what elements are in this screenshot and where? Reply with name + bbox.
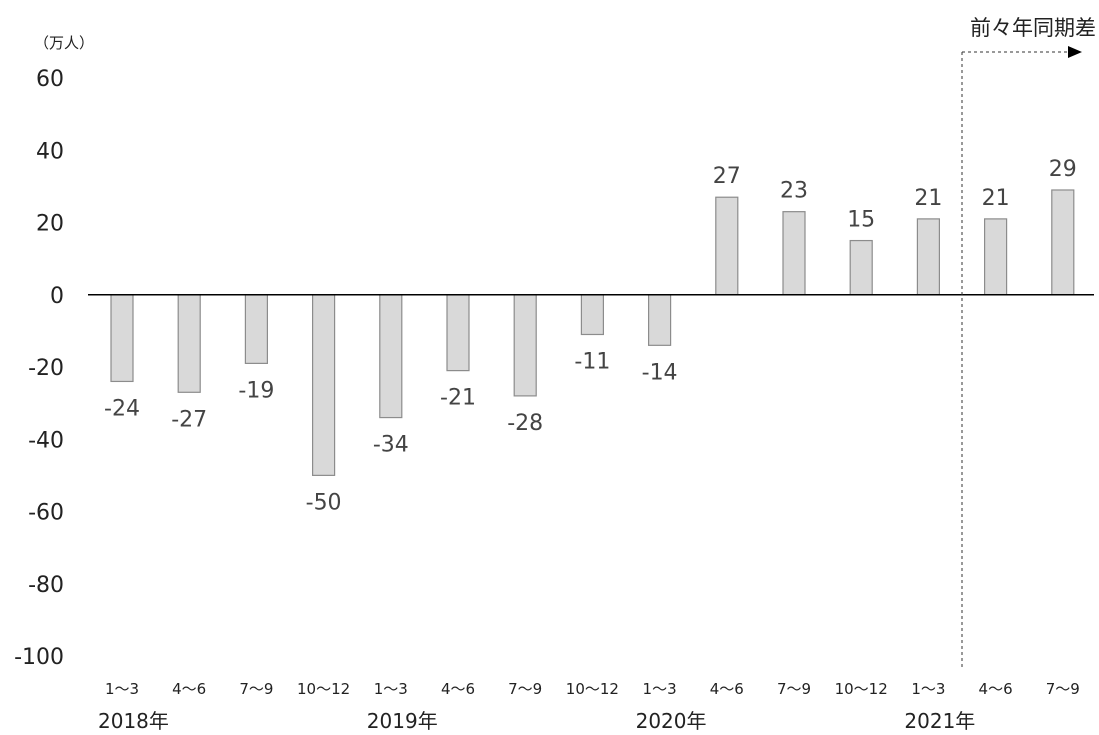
x-year-label: 2019年 [367, 709, 438, 733]
y-tick-label: -40 [28, 428, 64, 453]
x-year-label: 2018年 [98, 709, 169, 733]
x-axis-categories: 1～3 4～6 7～9 10～12 1～3 4～6 7～9 10～12 1～3 4～6 7～9 10～… [105, 680, 1080, 698]
annotation-arrow [962, 46, 1082, 58]
x-category-label: 1～3 [643, 680, 677, 698]
x-category-label: 7～9 [1046, 680, 1080, 698]
bar [177, 294, 201, 393]
x-category-label: 4～6 [172, 680, 206, 698]
bar [782, 211, 806, 296]
x-category-label: 1～3 [105, 680, 139, 698]
y-tick-label: 40 [36, 139, 64, 164]
x-year-label: 2020年 [636, 709, 707, 733]
x-category-label: 10～12 [297, 680, 350, 698]
data-label: -50 [306, 490, 342, 515]
data-label: -34 [373, 433, 409, 458]
bar [715, 196, 739, 296]
bar [379, 294, 403, 419]
x-category-label: 7～9 [239, 680, 273, 698]
bar [513, 294, 537, 397]
x-category-label: 1～3 [911, 680, 945, 698]
x-category-label: 4～6 [710, 680, 744, 698]
data-label: -28 [507, 411, 543, 436]
x-category-label: 7～9 [777, 680, 811, 698]
x-axis-years: 2018年 2019年 2020年 2021年 [98, 709, 975, 733]
data-label: 29 [1049, 157, 1077, 182]
x-category-label: 10～12 [566, 680, 619, 698]
data-label: 23 [780, 179, 808, 204]
x-category-label: 4～6 [979, 680, 1013, 698]
bar [1051, 189, 1075, 296]
annotation-arrowhead [1068, 46, 1082, 58]
y-tick-label: -60 [28, 501, 64, 526]
bar [110, 294, 134, 383]
y-tick-label: -100 [14, 645, 64, 670]
x-year-label: 2021年 [904, 709, 975, 733]
data-label: -27 [171, 407, 207, 432]
data-label: 21 [914, 186, 942, 211]
bars [110, 189, 1075, 476]
y-tick-label: -20 [28, 356, 64, 381]
bar [446, 294, 470, 372]
x-category-label: 10～12 [835, 680, 888, 698]
data-label: -24 [104, 396, 140, 421]
bar [916, 218, 941, 296]
data-label: -11 [574, 349, 610, 374]
y-tick-label: 20 [36, 212, 64, 237]
data-label: 15 [847, 208, 875, 233]
bar [244, 294, 268, 364]
x-category-label: 7～9 [508, 680, 542, 698]
data-label: 27 [713, 164, 741, 189]
data-labels: -24 -27 -19 -50 -34 -21 -28 -11 -14 27 23 15 21 21 29 [104, 157, 1077, 515]
bar [647, 294, 672, 346]
y-tick-label: 60 [36, 67, 64, 92]
x-category-label: 4～6 [441, 680, 475, 698]
annotation-label: 前々年同期差 [970, 16, 1096, 40]
bar [312, 294, 336, 476]
bar [849, 239, 873, 296]
data-label: -21 [440, 386, 476, 411]
bar [983, 218, 1008, 296]
unit-label: （万人） [34, 34, 94, 52]
y-tick-label: 0 [50, 284, 64, 309]
data-label: -19 [238, 378, 274, 403]
data-label: -14 [642, 360, 678, 385]
y-tick-label: -80 [28, 573, 64, 598]
bar [580, 294, 605, 336]
y-axis: 60 40 20 0 -20 -40 -60 -80 -100 [14, 67, 64, 670]
x-category-label: 1～3 [374, 680, 408, 698]
data-label: 21 [982, 186, 1010, 211]
